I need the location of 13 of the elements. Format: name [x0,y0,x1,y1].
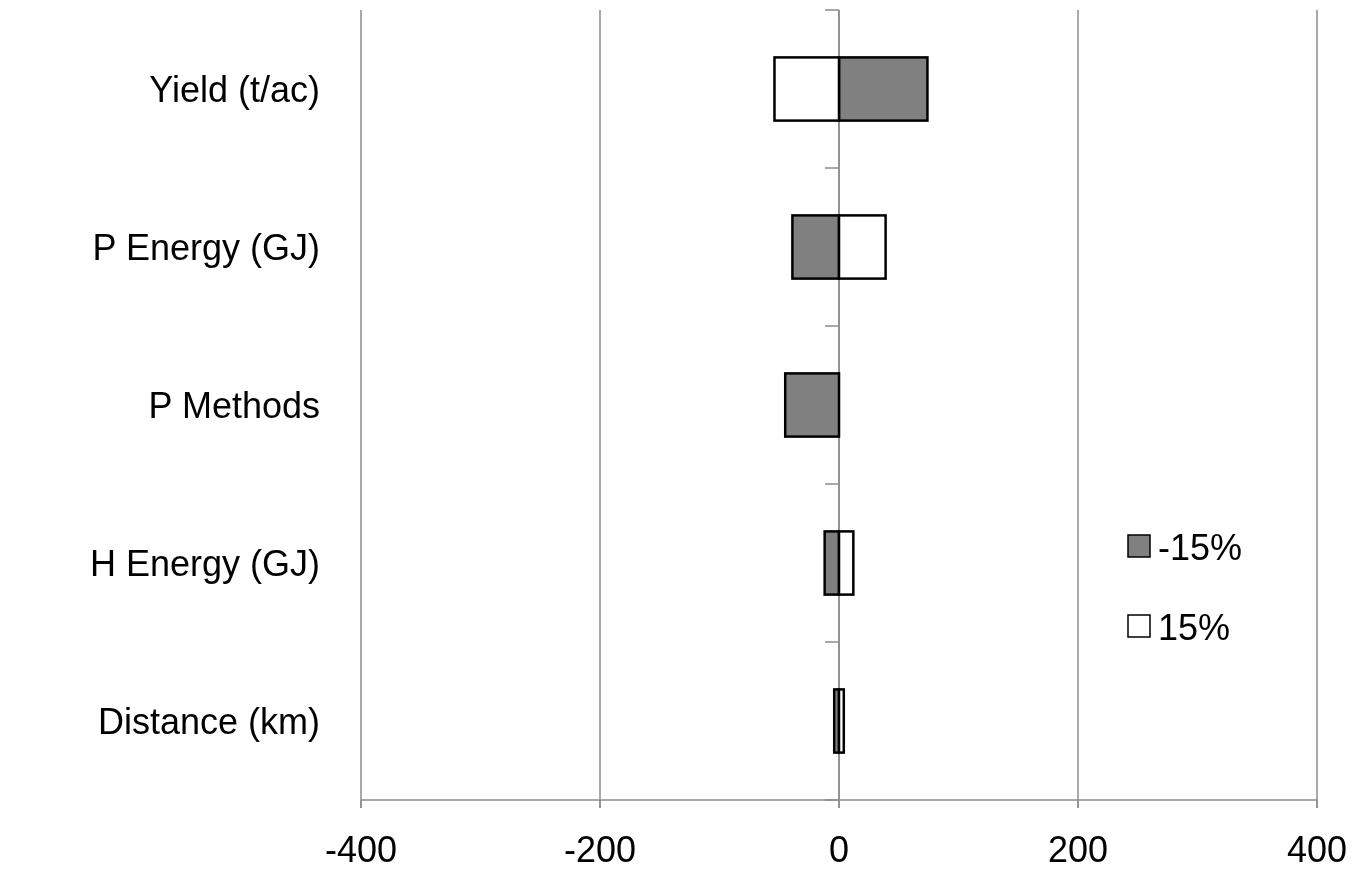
x-tick-label: 200 [1047,829,1109,870]
x-tick-label: -400 [324,829,398,870]
x-tick-label: -200 [563,829,637,870]
legend-label: 15% [1158,607,1231,648]
y-tick-label: H Energy (GJ) [89,543,320,584]
bar [837,688,846,754]
legend-label: -15% [1158,527,1243,568]
y-tick-label: P Methods [148,385,320,426]
y-tick-label: Distance (km) [97,701,320,742]
y-tick-label: Yield (t/ac) [149,69,320,110]
x-tick-label: 400 [1286,829,1348,870]
x-tick-label: 0 [828,829,850,870]
y-tick-label: P Energy (GJ) [92,227,320,268]
